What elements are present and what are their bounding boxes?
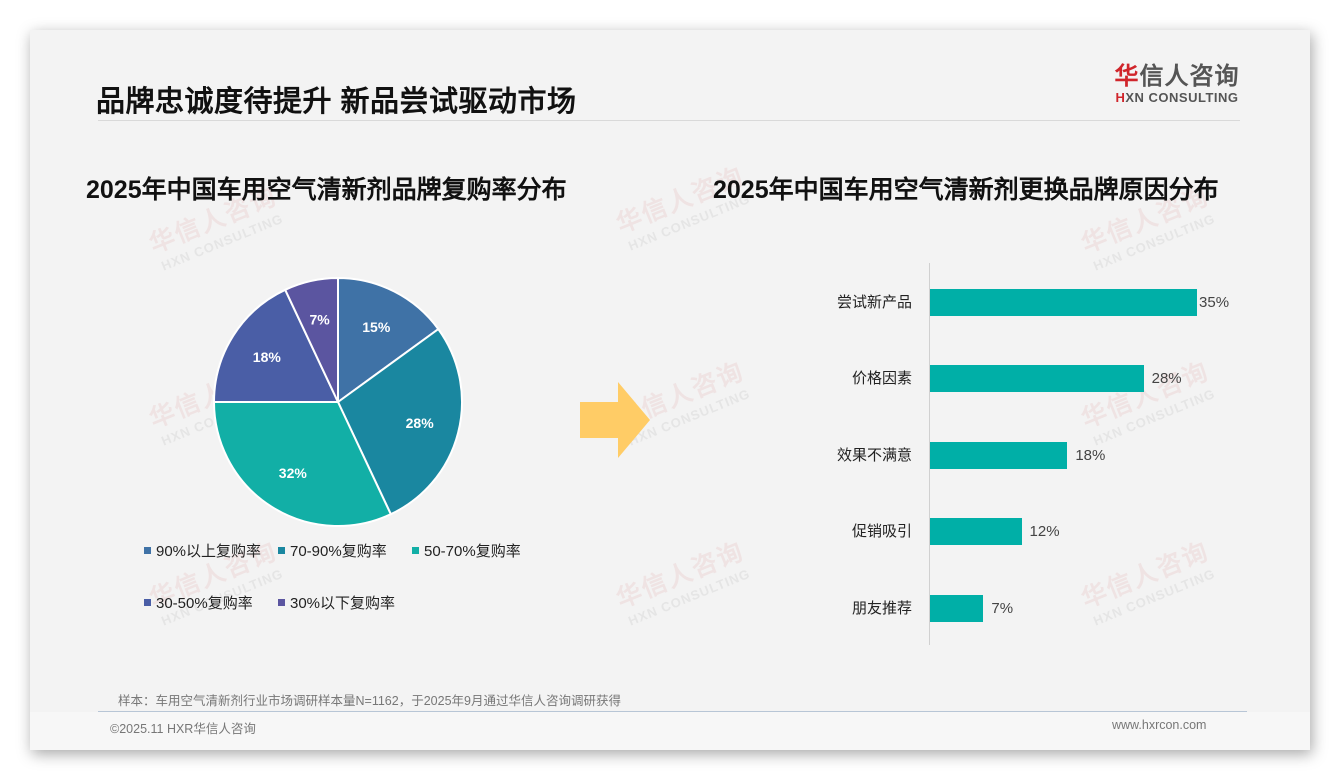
bar-row: 效果不满意 18% <box>790 442 1290 470</box>
bar-row: 朋友推荐 7% <box>790 595 1290 623</box>
bar-category-label: 效果不满意 <box>836 447 912 464</box>
copyright: ©2025.11 HXR华信人咨询 <box>110 722 256 736</box>
source-note: 样本：车用空气清新剂行业市场调研样本量N=1162，于2025年9月通过华信人咨… <box>118 694 621 708</box>
bar-row: 促销吸引 12% <box>790 518 1290 546</box>
legend-swatch-icon <box>278 547 285 554</box>
footer-divider <box>98 711 1247 712</box>
bar-category-label: 促销吸引 <box>851 523 912 540</box>
legend-item: 30%以下复购率 <box>278 592 395 613</box>
pie-slice <box>283 276 339 403</box>
legend-label: 70-90%复购率 <box>290 543 387 560</box>
pie-slice <box>212 288 340 403</box>
pie-slice-label: 18% <box>253 349 282 365</box>
bar-category-label: 价格因素 <box>851 370 912 387</box>
legend-swatch-icon <box>412 547 419 554</box>
legend-label: 30%以下复购率 <box>290 595 396 612</box>
bar-category-label: 尝试新产品 <box>836 294 912 311</box>
slide-title: 品牌忠诚度待提升 新品尝试驱动市场 <box>96 86 577 118</box>
footer <box>30 712 1310 750</box>
legend-label: 90%以上复购率 <box>156 543 262 560</box>
pie-slice <box>336 327 463 516</box>
pie-slice-label: 32% <box>279 465 308 481</box>
legend-item: 90%以上复购率 <box>144 540 261 561</box>
bar <box>930 442 1068 469</box>
bar-chart-axis <box>929 263 930 645</box>
legend-item: 70-90%复购率 <box>278 540 387 561</box>
bar-value-label: 18% <box>1075 447 1106 464</box>
bar <box>930 289 1198 316</box>
pie-slice <box>212 401 393 527</box>
legend-item: 30-50%复购率 <box>144 592 253 613</box>
website-link[interactable]: www.hxrcon.com <box>1112 718 1207 732</box>
legend-swatch-icon <box>278 599 285 606</box>
bar <box>930 518 1022 545</box>
bar-value-label: 28% <box>1151 370 1182 387</box>
legend-item: 50-70%复购率 <box>412 540 521 561</box>
repurchase-pie-chart: 15% 28% 32% 18% 7% <box>212 276 463 527</box>
bar <box>930 365 1144 392</box>
legend-label: 50-70%复购率 <box>424 543 521 560</box>
legend-label: 30-50%复购率 <box>156 595 253 612</box>
bar <box>930 595 984 622</box>
legend-swatch-icon <box>144 547 151 554</box>
pie-slice-label: 7% <box>309 312 330 328</box>
company-logo: 华信人咨询 HXN CONSULTING <box>1114 63 1240 105</box>
bar-value-label: 35% <box>1199 294 1230 311</box>
pie-slice-label: 28% <box>406 415 435 431</box>
bar-chart-title: 2025年中国车用空气清新剂更换品牌原因分布 <box>713 176 1219 204</box>
bar-row: 价格因素 28% <box>790 365 1290 393</box>
pie-chart-title: 2025年中国车用空气清新剂品牌复购率分布 <box>86 176 567 204</box>
bar-value-label: 7% <box>991 600 1014 617</box>
bar-value-label: 12% <box>1029 523 1060 540</box>
right-arrow-icon <box>580 382 650 458</box>
pie-slice-label: 15% <box>362 319 391 335</box>
bar-category-label: 朋友推荐 <box>851 600 912 617</box>
slide: 华信人咨询 HXN CONSULTING 华信人咨询 HXN CONSULTING … <box>30 30 1310 750</box>
bar-row: 尝试新产品 35% <box>790 289 1290 317</box>
pie-slice <box>337 276 440 404</box>
header-divider <box>98 120 1240 121</box>
legend-swatch-icon <box>144 599 151 606</box>
